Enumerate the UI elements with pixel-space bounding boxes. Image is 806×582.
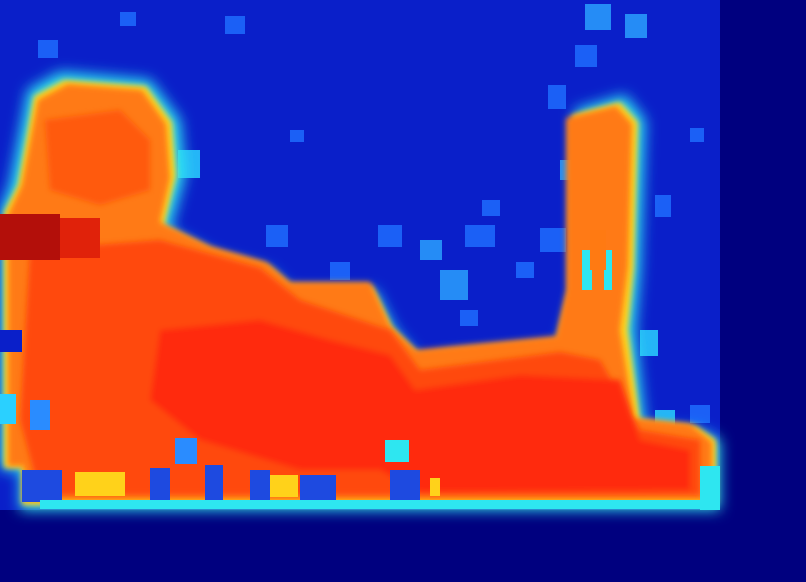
bottom-cyan-strip [40, 500, 720, 509]
noise-blocks [38, 4, 710, 430]
bottom-holes [0, 394, 420, 505]
pillar-neck [582, 230, 612, 290]
near-red-regions [20, 110, 700, 495]
red-patch [60, 218, 100, 258]
left-notch [0, 330, 22, 352]
bottom-yellow-bits [75, 472, 440, 497]
right-edge [700, 466, 720, 510]
dark-red-patch [0, 214, 60, 260]
